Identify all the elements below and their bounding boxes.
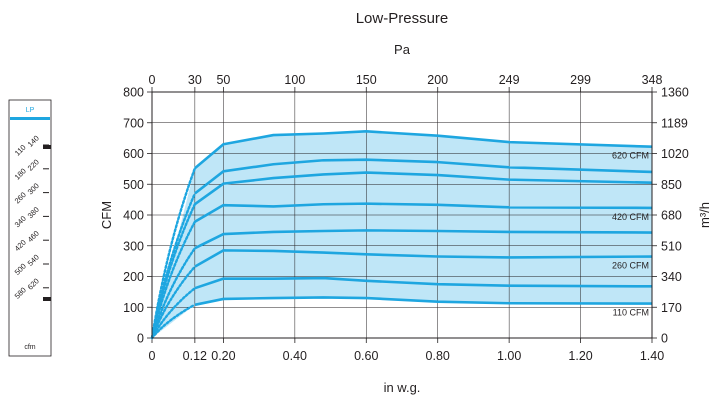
y-tick-label: 0 (137, 332, 144, 346)
top-tick-label: 100 (284, 73, 305, 87)
curve-label: 620 CFM (612, 151, 649, 161)
fan-curve-line (194, 296, 653, 307)
gauge-footer: cfm (24, 344, 35, 351)
y-tick-label: 800 (123, 86, 144, 100)
top-axis-label: Pa (394, 42, 411, 57)
top-tick-label: 0 (149, 73, 156, 87)
y-tick-label: 700 (123, 116, 144, 130)
y-axis-label: CFM (99, 201, 114, 229)
gauge-outline (8, 99, 52, 357)
curve-label: 260 CFM (612, 261, 649, 271)
top-tick-label: 50 (216, 73, 230, 87)
y-tick-label: 300 (123, 239, 144, 253)
curve-label: 420 CFM (612, 212, 649, 222)
top-tick-label: 30 (188, 73, 202, 87)
fan-curve-line (194, 276, 653, 290)
right-tick-label: 510 (661, 239, 682, 253)
y-tick-label: 400 (123, 209, 144, 223)
fan-curve-line (194, 202, 653, 223)
gauge-marker-top (43, 145, 51, 149)
gauge-marker-bottom (43, 297, 51, 301)
axis-ticks: 0 0.12 0.20 0.40 0.60 0.80 1.00 1.20 1.40 0 30 50 10… (123, 73, 689, 363)
right-tick-label: 1020 (661, 147, 689, 161)
fan-curve-line (194, 229, 653, 250)
curve-label: 110 CFM (613, 308, 649, 318)
x-tick-label: 0.12 (183, 349, 207, 363)
gauge-header: LP (26, 107, 35, 114)
x-tick-label: 0.80 (426, 349, 450, 363)
x-tick-label: 0 (149, 349, 156, 363)
right-tick-label: 170 (661, 301, 682, 315)
right-tick-label: 340 (661, 270, 682, 284)
right-tick-label: 850 (661, 178, 682, 192)
lp-gauge: LP cfm 110140180220260300340380420460500… (8, 99, 52, 357)
y-tick-label: 500 (123, 178, 144, 192)
fan-curve-line (194, 171, 653, 206)
gauge-header-bar (10, 117, 50, 120)
fan-curve-line (194, 158, 653, 195)
curve-labels: 110 CFM 260 CFM 420 CFM 620 CFM (612, 151, 649, 318)
fan-curves (150, 130, 653, 340)
right-tick-label: 1360 (661, 86, 689, 100)
x-tick-label: 1.20 (568, 349, 592, 363)
right-tick-label: 1189 (661, 116, 688, 130)
right-tick-label: 680 (661, 209, 682, 223)
y-tick-label: 100 (123, 301, 144, 315)
top-tick-label: 299 (570, 73, 591, 87)
x-tick-label: 0.20 (211, 349, 235, 363)
right-tick-label: 0 (661, 332, 668, 346)
fan-curve-line (194, 130, 653, 170)
top-tick-label: 249 (499, 73, 520, 87)
fan-curve-line (194, 249, 653, 268)
top-tick-label: 200 (427, 73, 448, 87)
startup-dotted-line (150, 167, 197, 340)
y-tick-label: 600 (123, 147, 144, 161)
top-tick-label: 150 (356, 73, 377, 87)
x-axis-label: in w.g. (384, 380, 421, 395)
chart-title: Low-Pressure (356, 10, 449, 27)
plot-frame (151, 91, 653, 339)
top-tick-label: 348 (642, 73, 663, 87)
x-tick-label: 0.40 (283, 349, 307, 363)
x-tick-label: 0.60 (354, 349, 378, 363)
x-tick-label: 1.40 (640, 349, 664, 363)
right-axis-label: m³/h (697, 202, 710, 228)
y-tick-label: 200 (123, 270, 144, 284)
x-tick-label: 1.00 (497, 349, 521, 363)
